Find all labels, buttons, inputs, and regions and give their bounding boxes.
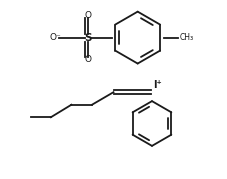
Text: I⁺: I⁺ xyxy=(153,80,162,90)
Text: CH₃: CH₃ xyxy=(180,33,194,42)
Text: O: O xyxy=(85,55,92,64)
Text: S: S xyxy=(85,33,92,43)
Text: O⁻: O⁻ xyxy=(49,33,61,42)
Text: O: O xyxy=(85,11,92,20)
